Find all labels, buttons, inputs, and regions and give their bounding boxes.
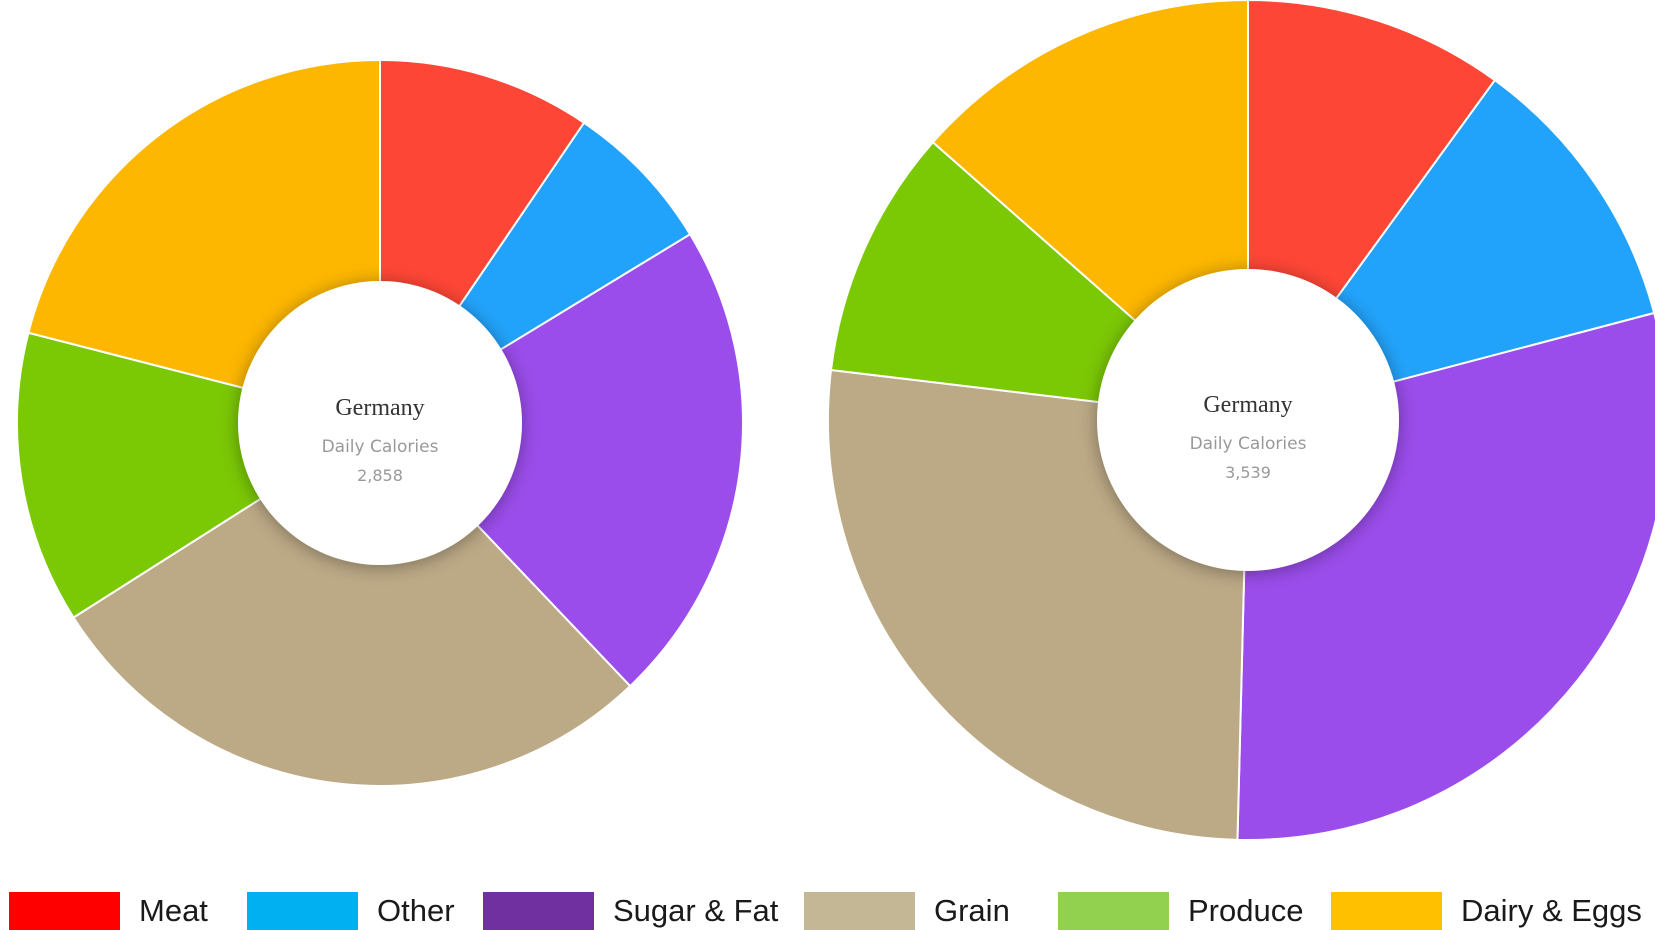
- legend-label-produce: Produce: [1188, 893, 1304, 928]
- donut-hole: [238, 281, 522, 565]
- center-label: Daily Calories: [322, 437, 439, 457]
- legend-label-sugar-fat: Sugar & Fat: [613, 893, 779, 928]
- legend-swatch-sugar-fat: [483, 892, 594, 930]
- legend-label-meat: Meat: [139, 893, 208, 928]
- legend-swatch-meat: [9, 892, 120, 930]
- center-title: Germany: [1203, 392, 1292, 418]
- donut-chart-1: Germany Daily Calories 2,858: [16, 59, 744, 787]
- center-title: Germany: [335, 395, 424, 421]
- donut-chart-2: Germany Daily Calories 3,539: [827, 0, 1655, 841]
- slice-sugar-fat: [379, 233, 744, 688]
- donut-hole: [1097, 269, 1399, 571]
- legend-label-grain: Grain: [934, 893, 1010, 928]
- legend-label-other: Other: [377, 893, 455, 928]
- center-value: 2,858: [357, 466, 403, 485]
- legend-swatch-other: [247, 892, 358, 930]
- donut-charts: Germany Daily Calories 2,858 Germany Daily …: [16, 0, 1655, 841]
- legend: Meat Other Sugar & Fat Grain Produce Dai…: [9, 892, 1655, 930]
- slice-grain: [72, 422, 632, 787]
- legend-swatch-dairy-eggs: [1331, 892, 1442, 930]
- center-label: Daily Calories: [1190, 434, 1307, 454]
- legend-swatch-grain: [804, 892, 915, 930]
- charts-area: Germany Daily Calories 2,858 Germany Daily …: [16, 0, 1655, 841]
- center-value: 3,539: [1225, 463, 1271, 482]
- legend-label-dairy-eggs: Dairy & Eggs: [1461, 893, 1642, 928]
- legend-swatch-produce: [1058, 892, 1169, 930]
